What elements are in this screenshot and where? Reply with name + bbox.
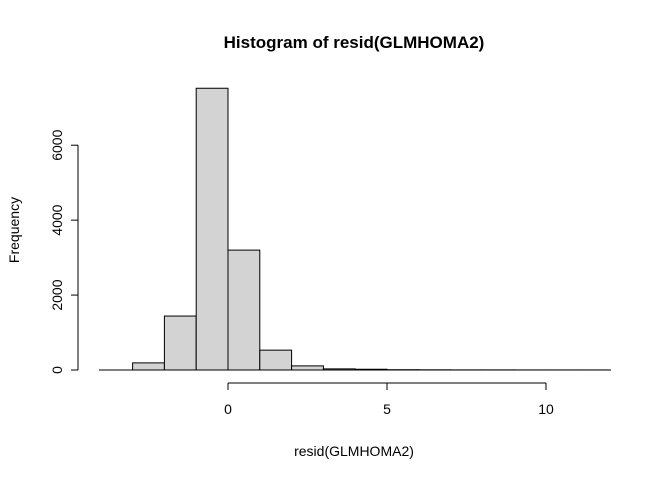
x-tick-label: 5 [383, 401, 391, 417]
y-tick-label: 2000 [49, 279, 65, 310]
y-tick-label: 4000 [49, 204, 65, 235]
histogram-bar [132, 362, 165, 371]
histogram-bar [291, 365, 324, 371]
bars-group [132, 87, 611, 371]
chart-title: Histogram of resid(GLMHOMA2) [224, 33, 485, 52]
x-tick-label: 0 [224, 401, 232, 417]
x-axis-label: resid(GLMHOMA2) [294, 443, 414, 459]
x-tick-label: 10 [538, 401, 554, 417]
histogram-bar [259, 349, 293, 371]
y-axis: 0 2000 4000 6000 [49, 129, 79, 374]
x-axis: 0 5 10 [99, 369, 611, 417]
y-tick-label: 6000 [49, 129, 65, 160]
histogram-bar [227, 249, 261, 371]
y-tick-label: 0 [49, 366, 65, 374]
y-axis-label: Frequency [6, 197, 22, 263]
histogram-bar [163, 315, 197, 371]
histogram-bar [195, 87, 229, 371]
